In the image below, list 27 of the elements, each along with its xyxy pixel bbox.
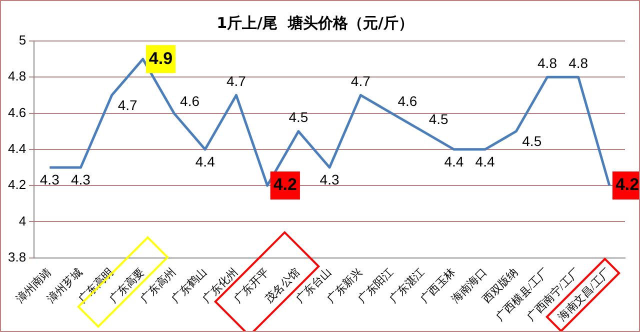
data-label: 4.5 [428, 111, 449, 128]
data-label: 4.5 [522, 133, 542, 150]
data-label: 4.7 [350, 73, 371, 90]
y-tick-label: 4.6 [8, 104, 26, 120]
y-tick-label: 5 [18, 32, 26, 48]
y-tick-label: 4.8 [8, 68, 26, 84]
y-tick-label: 4.4 [8, 140, 26, 156]
data-label: 4.7 [118, 97, 138, 114]
data-label: 4.7 [226, 73, 246, 90]
data-label: 4.3 [40, 171, 60, 188]
chart-title: 1斤上/尾 塘头价格（元/斤） [216, 14, 414, 32]
data-label: 4.9 [148, 48, 173, 68]
data-label: 4.8 [568, 55, 588, 71]
data-label: 4.5 [288, 109, 308, 126]
y-tick-label: 4.2 [8, 177, 26, 192]
data-label: 4.4 [475, 153, 495, 170]
data-label: 4.2 [273, 175, 297, 194]
data-label: 4.4 [195, 153, 216, 170]
data-label: 4.4 [444, 153, 464, 170]
data-label: 4.3 [320, 171, 340, 188]
data-label: 4.8 [538, 55, 558, 71]
data-label: 4.3 [70, 171, 91, 188]
y-tick-label: 3.8 [8, 249, 26, 264]
data-label: 4.2 [615, 175, 640, 194]
data-label: 4.6 [180, 93, 200, 110]
y-tick-label: 4 [18, 213, 26, 228]
data-label: 4.6 [398, 93, 418, 110]
